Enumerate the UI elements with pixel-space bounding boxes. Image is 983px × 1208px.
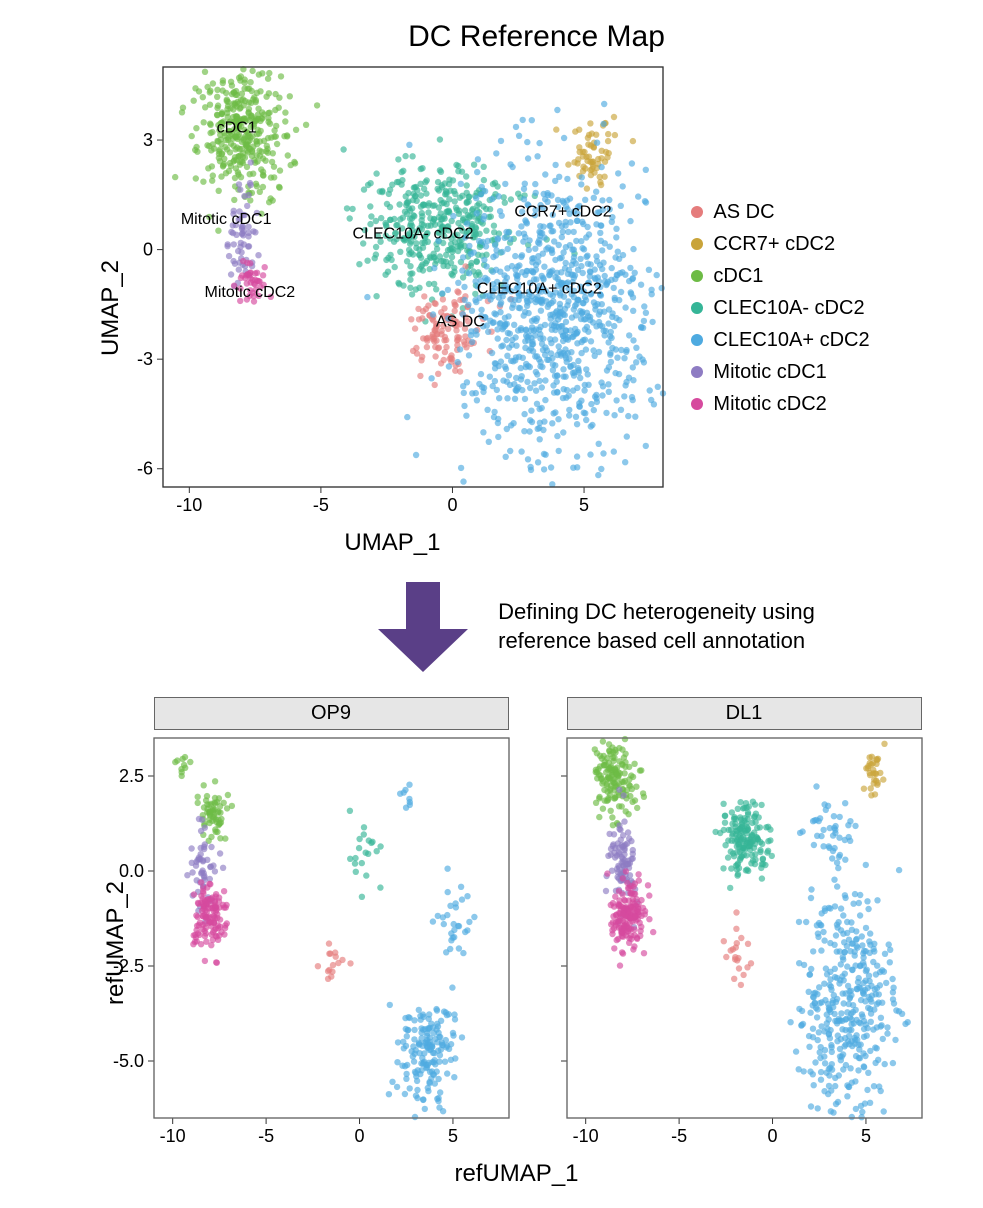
legend-dot-icon [691,398,703,410]
svg-text:5: 5 [860,1126,870,1146]
svg-text:-10: -10 [572,1126,598,1146]
legend-dot-icon [691,366,703,378]
top-scatter-plot: -10 -5 0 5 -6 -3 0 3 cDC1 Mitotic cDC1 Mitotic cDC… [113,59,671,527]
top-plot-wrap: UMAP_2 -10-505-6-303cDC1Mitotic cDC1Mito… [113,59,671,557]
legend-item: CLEC10A- cDC2 [691,292,869,324]
legend-label: CLEC10A+ cDC2 [713,324,869,356]
legend-item: Mitotic cDC2 [691,388,869,420]
svg-text:-5: -5 [258,1126,274,1146]
legend-item: cDC1 [691,260,869,292]
svg-text:-5: -5 [671,1126,687,1146]
svg-text:CLEC10A- cDC2: CLEC10A- cDC2 [353,226,474,243]
top-row: UMAP_2 -10-505-6-303cDC1Mitotic cDC1Mito… [113,59,869,557]
svg-text:5: 5 [579,495,589,515]
facet-scatter: -10-505-5.0-2.50.02.5 [104,730,517,1158]
svg-text:0: 0 [354,1126,364,1146]
svg-text:0: 0 [143,240,153,260]
legend-label: Mitotic cDC1 [713,356,826,388]
facet-strip: OP9 [154,697,509,730]
svg-text:2.5: 2.5 [118,766,143,786]
svg-text:5: 5 [447,1126,457,1146]
svg-text:Mitotic cDC2: Mitotic cDC2 [205,284,296,301]
svg-text:0.0: 0.0 [118,861,143,881]
bottom-xlabel: refUMAP_1 [104,1160,930,1188]
facet-strip: DL1 [567,697,922,730]
svg-text:CCR7+ cDC2: CCR7+ cDC2 [515,204,612,221]
top-xlabel: UMAP_1 [113,529,671,557]
legend-label: CLEC10A- cDC2 [713,292,864,324]
facet-scatter: -10 -5 0 5 [517,730,930,1158]
legend-dot-icon [691,238,703,250]
legend-label: cDC1 [713,260,763,292]
figure-container: DC Reference Map UMAP_2 -10 -5 0 5 -6 -3 0 3 cDC… [20,20,963,1188]
arrow-caption: Defining DC heterogeneity usingreference… [498,598,815,655]
legend-item: Mitotic cDC1 [691,356,869,388]
legend-label: AS DC [713,196,774,228]
svg-text:-10: -10 [159,1126,185,1146]
legend-dot-icon [691,334,703,346]
svg-text:-6: -6 [137,459,153,479]
bottom-row: refUMAP_2 OP9-10-505-5.0-2.50.02.5DL1-10… [54,697,930,1188]
svg-text:-5: -5 [313,495,329,515]
facet-DL1: DL1 -10 -5 0 5 [517,697,930,1158]
bottom-ylabel-wrap: refUMAP_2 [54,697,104,1188]
svg-text:0: 0 [448,495,458,515]
legend-label: Mitotic cDC2 [713,388,826,420]
legend-item: AS DC [691,196,869,228]
arrow-block: Defining DC heterogeneity usingreference… [368,577,815,677]
facet-container: OP9-10-505-5.0-2.50.02.5DL1-10-505refUMA… [104,697,930,1188]
svg-text:0: 0 [767,1126,777,1146]
svg-text:-3: -3 [137,349,153,369]
svg-text:cDC1: cDC1 [217,120,257,137]
legend-item: CLEC10A+ cDC2 [691,324,869,356]
svg-text:CLEC10A+ cDC2: CLEC10A+ cDC2 [477,280,602,297]
legend: AS DCCCR7+ cDC2cDC1CLEC10A- cDC2CLEC10A+… [691,196,869,420]
svg-text:Mitotic cDC1: Mitotic cDC1 [181,211,272,228]
svg-text:AS DC: AS DC [436,313,485,330]
top-ylabel: UMAP_2 [97,260,125,356]
svg-text:-10: -10 [177,495,203,515]
bottom-ylabel: refUMAP_2 [102,880,130,1004]
legend-dot-icon [691,302,703,314]
legend-dot-icon [691,206,703,218]
svg-text:3: 3 [143,130,153,150]
down-arrow-icon [368,577,478,677]
legend-item: CCR7+ cDC2 [691,228,869,260]
top-chart-title: DC Reference Map [408,20,665,54]
legend-dot-icon [691,270,703,282]
legend-label: CCR7+ cDC2 [713,228,835,260]
svg-text:-5.0: -5.0 [112,1051,143,1071]
facet-OP9: OP9-10-505-5.0-2.50.02.5 [104,697,517,1158]
